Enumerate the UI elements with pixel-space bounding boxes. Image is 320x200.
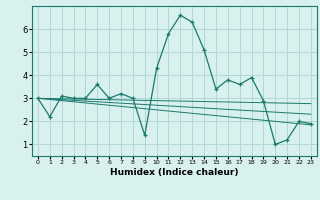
X-axis label: Humidex (Indice chaleur): Humidex (Indice chaleur) — [110, 168, 239, 177]
